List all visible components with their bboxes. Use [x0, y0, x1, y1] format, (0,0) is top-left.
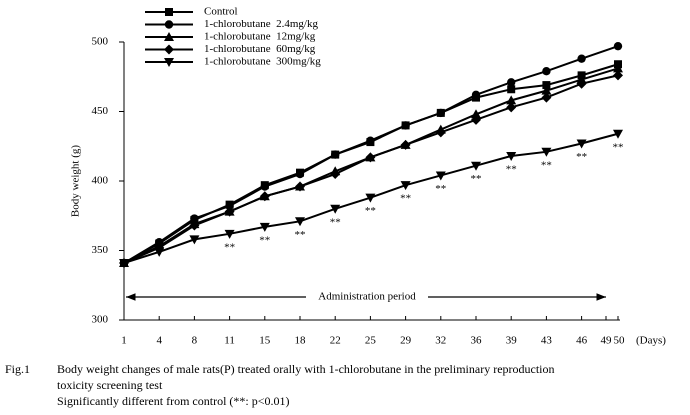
marker	[541, 85, 552, 95]
marker	[542, 81, 551, 90]
marker	[400, 139, 411, 150]
marker	[506, 95, 517, 105]
marker	[330, 204, 341, 214]
y-tick-label: 400	[92, 175, 109, 187]
x-tick-label: 36	[471, 335, 483, 347]
marker	[577, 54, 586, 63]
x-tick-label: 1	[121, 335, 127, 347]
period-label-bg	[306, 289, 428, 305]
y-axis-label: Body weight (g)	[70, 145, 82, 217]
y-tick-label: 450	[92, 105, 109, 117]
x-tick-label: 8	[192, 335, 198, 347]
marker	[507, 78, 516, 87]
marker	[576, 139, 587, 149]
marker	[189, 235, 200, 245]
marker	[330, 169, 341, 180]
x-tick-label: 50	[614, 335, 626, 347]
marker	[435, 171, 446, 181]
marker	[164, 20, 174, 29]
marker	[224, 206, 235, 217]
significance-label: **	[576, 151, 587, 163]
marker	[436, 108, 445, 118]
marker	[507, 85, 516, 94]
x-axis-label: (Days)	[636, 335, 666, 347]
marker	[506, 151, 517, 161]
significance-label: **	[506, 164, 517, 176]
x-tick-label: 49	[601, 335, 613, 347]
marker	[164, 32, 174, 41]
legend-label: 1-chlorobutane 2.4mg/kg	[204, 18, 318, 30]
marker	[164, 58, 174, 67]
marker	[471, 114, 481, 125]
significance-label: **	[541, 159, 552, 171]
marker	[471, 161, 481, 171]
marker	[613, 63, 623, 73]
legend-label: Control	[204, 6, 238, 18]
marker	[331, 150, 340, 159]
marker	[189, 220, 200, 231]
marker	[400, 181, 411, 191]
x-tick-label: 4	[156, 335, 162, 347]
marker	[506, 102, 517, 113]
significance-label: **	[435, 183, 446, 195]
marker	[542, 66, 551, 76]
marker	[119, 259, 129, 269]
x-tick-label: 11	[224, 335, 235, 347]
x-tick-label: 46	[576, 335, 588, 347]
marker	[259, 222, 270, 232]
x-tick-label: 43	[541, 335, 553, 347]
marker	[541, 147, 552, 157]
marker	[365, 152, 376, 163]
x-tick-label: 15	[259, 335, 271, 347]
caption-line: Body weight changes of male rats(P) trea…	[57, 362, 555, 376]
marker	[154, 247, 165, 257]
marker	[471, 90, 481, 100]
significance-label: **	[400, 193, 411, 205]
x-tick-label: 22	[330, 335, 341, 347]
marker	[471, 109, 481, 119]
marker	[295, 169, 305, 179]
period-label: Administration period	[318, 291, 416, 303]
marker	[164, 44, 174, 55]
marker	[259, 191, 270, 202]
figure-number: Fig.1	[5, 362, 30, 376]
y-tick-label: 300	[92, 314, 109, 326]
legend-label: 1-chlorobutane 60mg/kg	[204, 43, 316, 55]
marker	[541, 92, 552, 103]
marker	[613, 70, 623, 81]
x-tick-label: 39	[506, 335, 518, 347]
x-tick-label: 32	[435, 335, 446, 347]
legend-label: 1-chlorobutane 300mg/kg	[204, 56, 321, 68]
y-tick-label: 500	[92, 36, 109, 48]
marker	[295, 217, 305, 227]
significance-label: **	[330, 216, 341, 228]
y-tick-label: 350	[92, 244, 109, 256]
marker	[365, 193, 376, 203]
marker	[225, 201, 234, 211]
significance-label: **	[365, 205, 376, 217]
marker	[401, 121, 410, 130]
marker	[613, 41, 623, 51]
caption-line: Significantly different from control (**…	[57, 394, 290, 408]
marker	[224, 229, 235, 239]
significance-label: **	[224, 241, 235, 253]
x-tick-label: 29	[400, 335, 412, 347]
x-tick-label: 18	[295, 335, 307, 347]
marker	[260, 182, 269, 191]
marker	[576, 78, 587, 89]
marker	[435, 127, 446, 138]
significance-label: **	[295, 229, 306, 241]
marker	[295, 181, 305, 192]
significance-label: **	[259, 234, 270, 246]
significance-label: **	[613, 141, 624, 153]
significance-label: **	[471, 173, 482, 185]
marker	[366, 136, 375, 145]
caption-line: toxicity screening test	[57, 378, 163, 392]
legend-label: 1-chlorobutane 12mg/kg	[204, 31, 316, 43]
marker	[190, 214, 199, 223]
marker	[613, 129, 623, 139]
marker	[165, 8, 173, 16]
x-tick-label: 25	[365, 335, 377, 347]
